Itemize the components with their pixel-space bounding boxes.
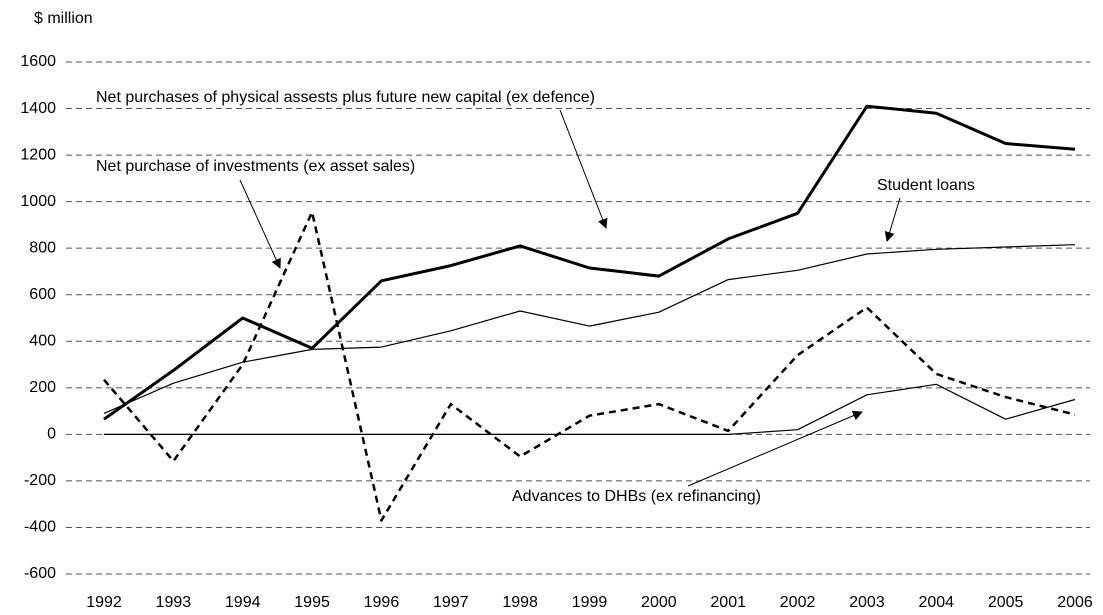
y-tick-label: -200	[24, 472, 56, 489]
x-tick-label: 2005	[988, 594, 1024, 611]
x-tick-label: 1995	[294, 594, 330, 611]
x-tick-label: 1993	[156, 594, 192, 611]
y-tick-label: 800	[29, 239, 56, 256]
x-tick-label: 2004	[918, 594, 954, 611]
series-annotation: Net purchases of physical assests plus f…	[96, 89, 595, 106]
annotation-arrow	[239, 179, 281, 269]
y-tick-label: -400	[24, 519, 56, 536]
series-line	[103, 244, 1076, 414]
x-tick-label: 1996	[364, 594, 400, 611]
y-tick-label: 1000	[20, 193, 56, 210]
x-tick-label: 1998	[502, 594, 538, 611]
y-tick-label: -600	[24, 565, 56, 582]
y-tick-label: 1400	[20, 100, 56, 117]
y-axis-label: $ million	[34, 10, 93, 27]
series-annotation: Advances to DHBs (ex refinancing)	[512, 488, 761, 505]
y-tick-label: 1600	[20, 53, 56, 70]
x-tick-label: 1997	[433, 594, 469, 611]
annotation-arrow	[687, 410, 863, 487]
x-tick-label: 2001	[710, 594, 746, 611]
x-tick-label: 1999	[572, 594, 608, 611]
y-tick-label: 0	[47, 426, 56, 443]
y-tick-label: 600	[29, 286, 56, 303]
y-tick-label: 1200	[20, 146, 56, 163]
series-line	[104, 383, 1076, 435]
series-line	[103, 210, 1076, 522]
y-tick-label: 400	[29, 332, 56, 349]
series-annotation: Net purchase of investments (ex asset sa…	[96, 158, 415, 175]
series-line	[103, 104, 1076, 421]
series-annotation: Student loans	[877, 177, 975, 194]
x-tick-label: 2000	[641, 594, 677, 611]
x-tick-label: 2002	[780, 594, 816, 611]
x-tick-label: 1994	[225, 594, 261, 611]
y-tick-label: 200	[29, 379, 56, 396]
x-tick-label: 1992	[86, 594, 122, 611]
x-tick-label: 2003	[849, 594, 885, 611]
annotation-arrow	[559, 109, 608, 229]
annotation-arrow	[884, 197, 901, 242]
x-tick-label: 2006	[1057, 594, 1093, 611]
